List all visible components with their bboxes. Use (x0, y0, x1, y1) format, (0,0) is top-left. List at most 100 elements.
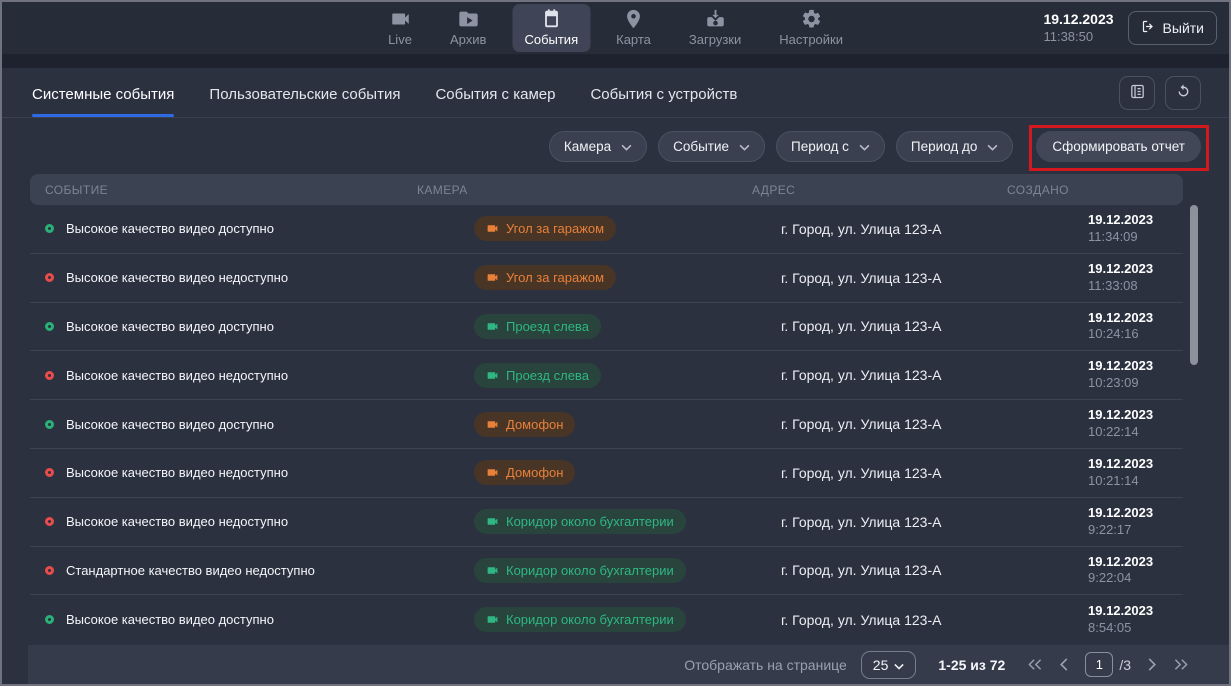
nav-label: Настройки (779, 32, 843, 47)
videocam-icon (388, 8, 412, 30)
filter-event-dropdown[interactable]: Событие (658, 130, 766, 162)
address-text: г. Город, ул. Улица 123-А (781, 416, 942, 433)
table-row[interactable]: Высокое качество видео недоступно Проезд… (30, 351, 1183, 401)
table-header-row: СОБЫТИЕ КАМЕРА АДРЕС СОЗДАНО (30, 174, 1183, 205)
nav-item-events[interactable]: События (512, 4, 591, 52)
range-text: 1-25 из 72 (938, 656, 1006, 673)
table-row[interactable]: Высокое качество видео доступно Проезд с… (30, 303, 1183, 352)
camera-badge[interactable]: Угол за гаражом (474, 216, 617, 242)
camera-name: Коридор около бухгалтерии (506, 562, 674, 578)
main-nav: Live Архив События Карта Загрузки Настро… (376, 4, 855, 52)
filter-period-from-dropdown[interactable]: Период с (776, 130, 885, 162)
created-cell: 19.12.2023 10:23:09 (1088, 358, 1183, 392)
logout-icon (1141, 19, 1156, 37)
camera-badge[interactable]: Коридор около бухгалтерии (474, 509, 686, 535)
camera-icon (487, 372, 498, 379)
event-text: Высокое качество видео недоступно (66, 367, 289, 383)
per-page-select[interactable]: 25 (860, 650, 917, 679)
logout-label: Выйти (1162, 20, 1204, 36)
prev-page-button[interactable] (1059, 658, 1069, 671)
filter-label: Событие (673, 138, 730, 154)
header-event: СОБЫТИЕ (45, 182, 108, 197)
address-text: г. Город, ул. Улица 123-А (781, 464, 942, 481)
camera-badge[interactable]: Коридор около бухгалтерии (474, 607, 686, 633)
first-page-button[interactable] (1027, 658, 1043, 671)
table-row[interactable]: Высокое качество видео доступно Домофон … (30, 400, 1183, 449)
event-text: Стандартное качество видео недоступно (66, 562, 315, 578)
filter-camera-dropdown[interactable]: Камера (548, 130, 648, 162)
created-time: 8:54:05 (1088, 619, 1132, 635)
status-icon (45, 468, 54, 478)
tab-camera-events[interactable]: События с камер (435, 85, 556, 103)
camera-badge[interactable]: Домофон (474, 460, 576, 486)
page-number-input[interactable]: 1 (1085, 652, 1114, 677)
table-row[interactable]: Высокое качество видео недоступно Угол з… (30, 254, 1183, 303)
nav-item-downloads[interactable]: Загрузки (677, 4, 753, 52)
double-chevron-left-icon (1028, 659, 1042, 670)
camera-name: Домофон (506, 416, 564, 432)
event-text: Высокое качество видео недоступно (66, 465, 289, 481)
created-time: 11:33:08 (1088, 277, 1138, 293)
event-text: Высокое качество видео доступно (66, 221, 274, 237)
filter-label: Период до (910, 138, 978, 154)
created-date: 19.12.2023 (1088, 309, 1154, 325)
event-text: Высокое качество видео недоступно (66, 270, 289, 286)
address-text: г. Город, ул. Улица 123-А (781, 611, 942, 628)
tab-user-events[interactable]: Пользовательские события (209, 85, 401, 103)
table-row[interactable]: Высокое качество видео доступно Коридор … (30, 595, 1183, 644)
chevron-down-icon (739, 139, 750, 154)
camera-name: Угол за гаражом (506, 270, 605, 286)
created-time: 10:23:09 (1088, 375, 1139, 391)
nav-label: Архив (450, 32, 487, 47)
camera-name: Проезд слева (506, 318, 589, 334)
created-time: 10:21:14 (1088, 472, 1139, 488)
chevron-right-icon (1148, 658, 1156, 671)
created-cell: 19.12.2023 11:33:08 (1088, 261, 1183, 295)
filters-toolbar: Камера Событие Период с Период до Сформи… (2, 124, 1229, 171)
status-icon (45, 565, 54, 575)
nav-item-map[interactable]: Карта (604, 4, 663, 52)
nav-item-archive[interactable]: Архив (438, 4, 498, 52)
camera-badge[interactable]: Проезд слева (474, 362, 601, 388)
status-icon (45, 419, 54, 429)
current-time: 11:38:50 (1043, 28, 1094, 44)
camera-name: Проезд слева (506, 367, 589, 383)
settings-gear-icon (799, 8, 823, 30)
nav-item-live[interactable]: Live (376, 4, 424, 52)
created-date: 19.12.2023 (1088, 407, 1154, 423)
table-row[interactable]: Высокое качество видео недоступно Домофо… (30, 449, 1183, 498)
table-row[interactable]: Стандартное качество видео недоступно Ко… (30, 547, 1183, 596)
address-text: г. Город, ул. Улица 123-А (781, 562, 942, 579)
created-time: 9:22:17 (1088, 521, 1132, 537)
refresh-button[interactable] (1165, 76, 1201, 110)
camera-badge[interactable]: Домофон (474, 411, 576, 437)
camera-icon (487, 567, 498, 574)
event-text: Высокое качество видео доступно (66, 318, 274, 334)
filter-period-to-dropdown[interactable]: Период до (895, 130, 1014, 162)
table-row[interactable]: Высокое качество видео доступно Угол за … (30, 205, 1183, 254)
created-date: 19.12.2023 (1088, 260, 1154, 276)
address-text: г. Город, ул. Улица 123-А (781, 367, 942, 384)
camera-icon (487, 469, 498, 477)
chevron-down-icon (621, 139, 632, 154)
camera-badge[interactable]: Коридор около бухгалтерии (474, 557, 686, 583)
generate-report-button[interactable]: Сформировать отчет (1036, 130, 1201, 162)
report-journal-button[interactable] (1119, 76, 1155, 110)
camera-badge[interactable]: Угол за гаражом (474, 265, 617, 291)
tab-device-events[interactable]: События с устройств (590, 85, 738, 103)
tab-system-events[interactable]: Системные события (32, 72, 175, 117)
camera-name: Коридор около бухгалтерии (506, 612, 674, 628)
created-cell: 19.12.2023 10:21:14 (1088, 456, 1183, 490)
vertical-scrollbar[interactable] (1190, 205, 1198, 365)
nav-label: События (524, 32, 579, 47)
next-page-button[interactable] (1147, 658, 1157, 671)
map-pin-icon (622, 8, 646, 30)
logout-button[interactable]: Выйти (1127, 11, 1217, 45)
topbar: Live Архив События Карта Загрузки Настро… (2, 2, 1229, 54)
table-row[interactable]: Высокое качество видео недоступно Коридо… (30, 498, 1183, 547)
nav-item-settings[interactable]: Настройки (767, 4, 855, 52)
header-address: АДРЕС (752, 182, 796, 197)
status-icon (45, 273, 54, 283)
camera-badge[interactable]: Проезд слева (474, 313, 601, 339)
last-page-button[interactable] (1173, 658, 1189, 671)
